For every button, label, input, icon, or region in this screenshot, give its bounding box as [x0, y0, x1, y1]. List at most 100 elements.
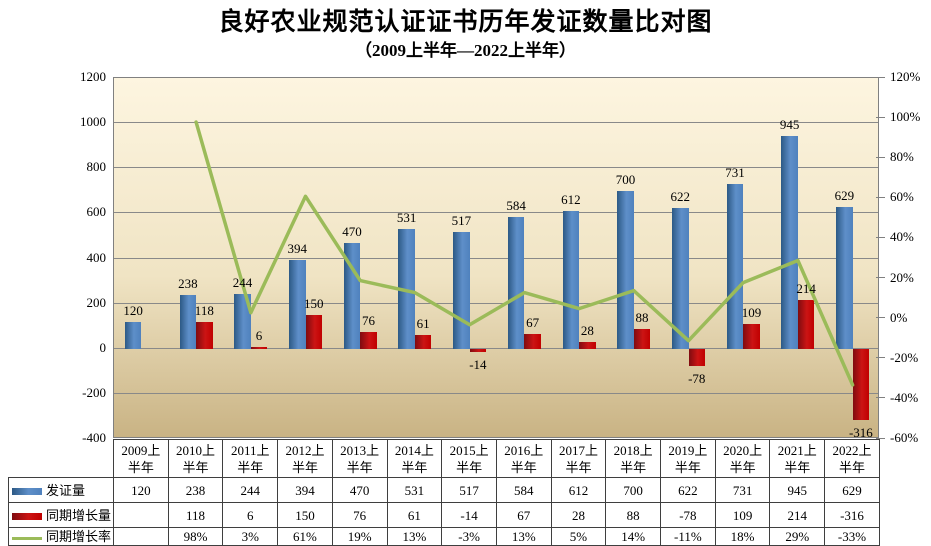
- bar-value-label: 67: [526, 314, 540, 330]
- y-axis-right-tick: [876, 397, 885, 399]
- bar-growth-amount: [633, 328, 651, 349]
- table-category-header: 2010上 半年: [167, 439, 224, 478]
- bar-certificates: [124, 321, 142, 349]
- category-label-line2: 半年: [784, 459, 811, 475]
- table-legend-cell: 同期增长率: [8, 527, 114, 546]
- gridline: [114, 122, 878, 124]
- bar-certificates: [343, 242, 361, 349]
- bar-value-label: 214: [796, 281, 816, 297]
- y-axis-right-tick: [876, 156, 885, 158]
- bar-value-label: 629: [834, 187, 855, 203]
- table-value-cell: 214: [769, 502, 826, 528]
- bar-growth-amount: [414, 334, 432, 349]
- bar-value-label: 470: [342, 223, 362, 239]
- bar-growth-amount: [250, 347, 268, 349]
- bar-value-label: 517: [451, 213, 472, 229]
- y-axis-left-label: -200: [82, 384, 106, 400]
- table-category-header: 2011上 半年: [222, 439, 279, 478]
- category-label-line2: 半年: [237, 459, 264, 475]
- y-axis-left-label: 200: [86, 294, 107, 310]
- bar-value-label: 394: [287, 240, 308, 256]
- legend-bar-swatch: [12, 513, 42, 521]
- table-value-cell: 6: [222, 502, 279, 528]
- table-value-cell: 700: [605, 477, 662, 503]
- y-axis-right-tick: [876, 317, 885, 319]
- bar-growth-amount: [797, 300, 815, 349]
- bar-growth-amount: [524, 333, 541, 349]
- gridline: [114, 257, 878, 259]
- table-value-cell: 629: [824, 477, 880, 503]
- table-value-cell: 98%: [167, 527, 224, 546]
- y-axis-right-label: 80%: [890, 149, 914, 165]
- y-axis-right-tick: [876, 277, 885, 279]
- table-value-cell: [113, 502, 169, 528]
- category-label-line1: 2017上: [558, 442, 598, 458]
- table-value-cell: 76: [331, 502, 388, 528]
- category-label-line1: 2013上: [340, 442, 380, 458]
- bar-value-label: 28: [580, 323, 594, 339]
- category-label-line1: 2016上: [504, 442, 544, 458]
- table-category-header: 2022上 半年: [824, 439, 880, 478]
- table-value-cell: -14: [441, 502, 497, 528]
- bar-value-label: 612: [561, 191, 581, 207]
- bar-value-label: 244: [232, 274, 253, 290]
- category-label-line1: 2014上: [394, 442, 434, 458]
- y-axis-right-label: -60%: [890, 430, 919, 445]
- category-label-line2: 半年: [346, 459, 373, 475]
- bar-value-label: 622: [670, 189, 691, 205]
- bar-value-label: 731: [725, 164, 745, 180]
- table-value-cell: 394: [277, 477, 333, 503]
- category-label-line1: 2012上: [285, 442, 325, 458]
- category-label-line2: 半年: [510, 459, 537, 475]
- bar-growth-amount: [196, 322, 213, 349]
- bar-value-label: 238: [178, 276, 198, 292]
- category-label-line2: 半年: [729, 459, 756, 475]
- category-label-line1: 2019上: [668, 442, 708, 458]
- legend-label: 发证量: [46, 482, 86, 498]
- category-label-line1: 2021上: [777, 442, 817, 458]
- table-value-cell: 28: [550, 502, 607, 528]
- table-category-header: 2019上 半年: [660, 439, 716, 478]
- category-label-line1: 2011上: [230, 442, 270, 458]
- gridline: [114, 302, 878, 304]
- table-value-cell: 731: [714, 477, 771, 503]
- y-axis-left-label: 400: [86, 249, 107, 265]
- category-label-line2: 半年: [127, 459, 154, 475]
- category-label-line2: 半年: [674, 459, 701, 475]
- bar-growth-amount: [688, 348, 705, 367]
- category-label-line2: 半年: [565, 459, 592, 475]
- bar-value-label: 120: [123, 302, 143, 318]
- table-value-cell: 531: [386, 477, 443, 503]
- y-axis-right-label: 40%: [890, 229, 914, 245]
- bar-certificates: [836, 206, 853, 349]
- bar-growth-amount: [579, 342, 596, 349]
- table-value-cell: 150: [277, 502, 333, 528]
- table-value-cell: 14%: [605, 527, 662, 546]
- bar-growth-amount: [469, 348, 487, 352]
- category-label-line2: 半年: [291, 459, 318, 475]
- category-label-line2: 半年: [182, 459, 209, 475]
- table-category-header: 2014上 半年: [386, 439, 443, 478]
- table-value-cell: [113, 527, 169, 546]
- y-axis-right-label: -40%: [890, 389, 919, 405]
- table-value-cell: 238: [167, 477, 224, 503]
- chart-title: 良好农业规范认证证书历年发证数量比对图: [218, 9, 713, 36]
- table-value-cell: 13%: [495, 527, 552, 546]
- table-value-cell: -11%: [660, 527, 716, 546]
- y-axis-right-label: 120%: [890, 69, 921, 84]
- table-value-cell: 118: [167, 502, 224, 528]
- y-axis-left-label: 0: [99, 339, 107, 355]
- table-value-cell: 945: [769, 477, 826, 503]
- table-category-header: 2021上 半年: [769, 439, 826, 478]
- bar-value-label: 109: [741, 305, 762, 321]
- y-axis-right-tick: [876, 116, 885, 118]
- plot-area: 120 238 244 394 470 531 517 584 612 700 622 731 945 6…: [113, 77, 879, 440]
- table-value-cell: 517: [441, 477, 497, 503]
- y-axis-right-tick: [876, 236, 885, 238]
- table-value-cell: 5%: [550, 527, 607, 546]
- y-axis-left-label: 800: [86, 159, 107, 175]
- legend-bar-swatch: [12, 488, 42, 496]
- bar-value-label: 88: [635, 309, 649, 325]
- table-category-header: 2012上 半年: [277, 439, 333, 478]
- bar-growth-amount: [305, 314, 322, 349]
